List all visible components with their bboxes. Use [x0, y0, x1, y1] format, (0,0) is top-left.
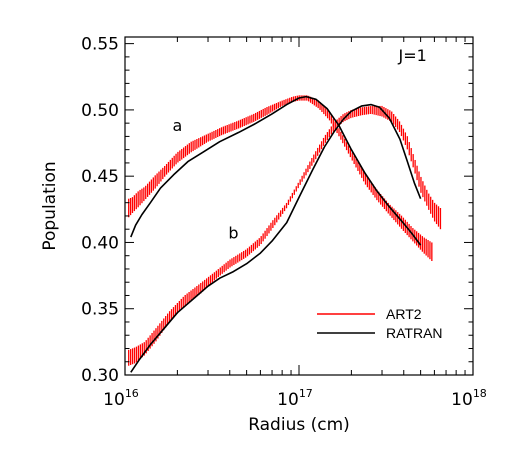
plot-area	[128, 95, 442, 373]
legend-label: ART2	[386, 306, 422, 322]
y-tick-label: 0.55	[81, 35, 119, 55]
axis-ticks	[124, 37, 474, 376]
axis-tick-labels: 0.30 0.35 0.40 0.45 0.50 0.55 1016 1017 1018	[81, 35, 487, 410]
legend-label: RATRAN	[386, 325, 443, 341]
y-tick-label: 0.50	[81, 101, 119, 121]
annotations: J=1 a b	[172, 46, 426, 243]
x-tick-label: 1016	[103, 387, 139, 410]
annotation-b: b	[228, 223, 238, 242]
ratran-line-b	[130, 103, 422, 373]
annotation-j1: J=1	[398, 46, 427, 65]
annotation-a: a	[172, 116, 182, 135]
x-tick-label: 1017	[277, 387, 313, 410]
y-tick-label: 0.30	[81, 366, 119, 386]
legend: ART2 RATRAN	[317, 306, 443, 341]
ratran-line-a	[130, 95, 422, 246]
y-tick-label: 0.40	[81, 233, 119, 253]
y-tick-label: 0.35	[81, 300, 119, 320]
art2-curve-b	[128, 105, 442, 366]
x-axis-title: Radius (cm)	[248, 415, 350, 435]
x-tick-label: 1018	[451, 387, 487, 410]
y-tick-label: 0.45	[81, 167, 119, 187]
y-axis-title: Population	[40, 161, 60, 250]
